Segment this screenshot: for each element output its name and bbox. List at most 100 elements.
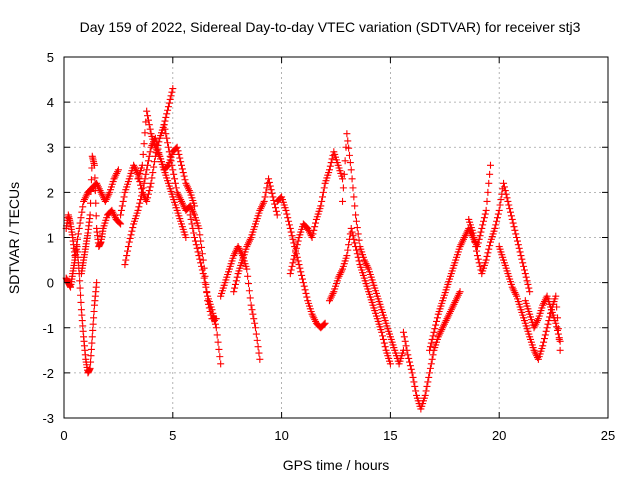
chart-title: Day 159 of 2022, Sidereal Day-to-day VTE… [80, 19, 581, 35]
data-point [504, 197, 512, 205]
data-point [243, 265, 251, 273]
data-point [289, 259, 297, 267]
series-arc-j [230, 175, 281, 296]
data-point [149, 169, 157, 177]
data-point [251, 319, 259, 327]
data-point [502, 190, 510, 198]
data-point [326, 162, 334, 170]
data-point [76, 219, 84, 227]
data-point [312, 219, 320, 227]
data-point [404, 351, 412, 359]
data-point [117, 206, 125, 214]
data-point [484, 249, 492, 257]
data-point [196, 231, 204, 239]
data-point [511, 226, 519, 234]
data-point [540, 335, 548, 343]
data-point [128, 227, 136, 235]
y-tick-label: 5 [47, 50, 54, 65]
data-point [164, 103, 172, 111]
data-point [403, 346, 411, 354]
data-point [541, 331, 549, 339]
data-point [291, 252, 299, 260]
data-point [354, 230, 362, 238]
data-point [429, 332, 437, 340]
data-point [122, 256, 130, 264]
data-point [265, 175, 273, 183]
data-point [287, 228, 295, 236]
data-point [92, 199, 100, 207]
data-point [268, 189, 276, 197]
data-point [162, 113, 170, 121]
data-point [469, 229, 477, 237]
data-point [199, 270, 207, 278]
data-point [141, 175, 149, 183]
data-point [522, 273, 530, 281]
data-point [188, 220, 196, 228]
data-point [556, 346, 564, 354]
data-point [552, 319, 560, 327]
data-point [345, 151, 353, 159]
data-point [543, 324, 551, 332]
data-point [406, 362, 414, 370]
data-point [320, 184, 328, 192]
data-point [196, 255, 204, 263]
data-point [345, 144, 353, 152]
data-point [144, 190, 152, 198]
data-point [319, 193, 327, 201]
data-point [473, 247, 481, 255]
data-point [409, 373, 417, 381]
data-point [430, 328, 438, 336]
data-point [520, 266, 528, 274]
data-point [520, 262, 528, 270]
series-arc-h [186, 211, 225, 368]
data-point [146, 148, 154, 156]
data-point [486, 161, 494, 169]
data-point [147, 179, 155, 187]
series-arc-a [62, 243, 101, 377]
data-point [179, 169, 187, 177]
data-point [545, 317, 553, 325]
data-point [86, 364, 94, 372]
data-point [554, 326, 562, 334]
data-point [191, 237, 199, 245]
data-point [164, 143, 172, 151]
data-point [140, 179, 148, 187]
data-point [249, 310, 257, 318]
data-point [297, 268, 305, 276]
data-point [262, 188, 270, 196]
data-point [231, 284, 239, 292]
data-point [216, 353, 224, 361]
data-point [298, 271, 306, 279]
data-point [217, 360, 225, 368]
data-point [76, 284, 84, 292]
data-point [138, 161, 146, 169]
data-point [182, 234, 190, 241]
data-point [521, 270, 529, 278]
data-point [287, 266, 295, 274]
data-point [151, 158, 159, 166]
x-axis-ticks: 0 5 10 15 20 25 [60, 57, 615, 443]
data-point [426, 343, 434, 351]
data-point [191, 234, 199, 241]
data-point [348, 175, 356, 183]
data-point [552, 292, 560, 300]
data-point [482, 206, 490, 214]
data-point [210, 313, 218, 321]
data-point [171, 175, 179, 183]
data-point [178, 165, 186, 173]
data-point [317, 202, 325, 210]
data-point [286, 270, 294, 278]
data-point [386, 360, 394, 368]
data-point [144, 116, 152, 124]
data-point [288, 232, 296, 240]
data-point [125, 238, 133, 246]
data-point [427, 360, 435, 368]
data-point [177, 158, 185, 166]
data-point [137, 192, 145, 200]
y-tick-label: -2 [42, 366, 54, 381]
data-point [212, 324, 220, 332]
data-point [166, 152, 174, 160]
data-point [481, 210, 489, 218]
data-point [349, 232, 357, 240]
data-point [193, 244, 201, 252]
